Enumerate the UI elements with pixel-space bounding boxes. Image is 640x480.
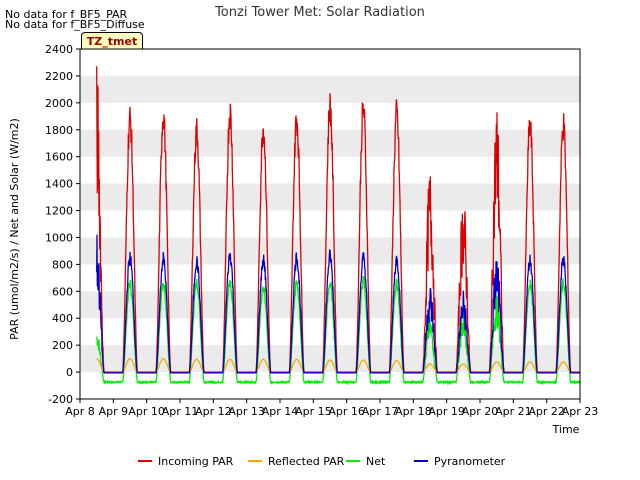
x-tick-label: Apr 16 [328,405,365,418]
x-tick-label: Apr 15 [295,405,332,418]
y-tick-label: 800 [52,258,73,271]
x-tick-label: Apr 10 [128,405,165,418]
legend-label: Net [366,455,386,468]
y-tick-label: 1200 [45,205,73,218]
y-tick-label: 200 [52,339,73,352]
station-tag: TZ_tmet [81,32,143,52]
x-tick-label: Apr 14 [262,405,299,418]
x-tick-label: Apr 17 [362,405,399,418]
x-tick-label: Apr 9 [99,405,129,418]
grid-band [80,129,580,157]
x-tick-label: Apr 8 [65,405,95,418]
y-axis-label: PAR (umol/m2/s) / Net and Solar (W/m2) [8,118,21,340]
x-tick-label: Apr 11 [162,405,199,418]
y-tick-label: 1000 [45,231,73,244]
series-line-incoming-par [96,66,580,373]
series-line-pyranometer [96,234,580,374]
y-tick-label: 2000 [45,97,73,110]
chart-title: Tonzi Tower Met: Solar Radiation [214,5,425,20]
y-tick-label: 2200 [45,70,73,83]
grid-band [80,183,580,211]
no-data-note-diffuse: No data for f_BF5_Diffuse [5,18,145,31]
x-tick-label: Apr 18 [395,405,432,418]
legend-label: Pyranometer [434,455,506,468]
x-tick-label: Apr 22 [528,405,565,418]
y-tick-label: -200 [48,393,73,406]
x-tick-label: Apr 19 [428,405,465,418]
legend-label: Reflected PAR [268,455,345,468]
legend-label: Incoming PAR [158,455,234,468]
y-tick-label: 600 [52,285,73,298]
x-tick-label: Apr 21 [495,405,532,418]
y-tick-label: 1800 [45,124,73,137]
no-data-note-par: No data for f_BF5_PAR [5,8,128,21]
y-tick-label: 1600 [45,151,73,164]
y-tick-label: 0 [66,366,73,379]
plot-frame [79,48,581,400]
x-tick-label: Apr 13 [228,405,265,418]
y-tick-label: 2400 [45,43,73,56]
x-tick-label: Apr 20 [462,405,499,418]
grid-band [80,345,580,373]
x-tick-label: Apr 12 [195,405,232,418]
y-tick-label: 400 [52,312,73,325]
x-axis-label: Time [552,423,580,436]
grid-band [80,291,580,319]
x-tick-label: Apr 23 [562,405,599,418]
series-line-net [96,275,581,386]
y-tick-label: 1400 [45,178,73,191]
